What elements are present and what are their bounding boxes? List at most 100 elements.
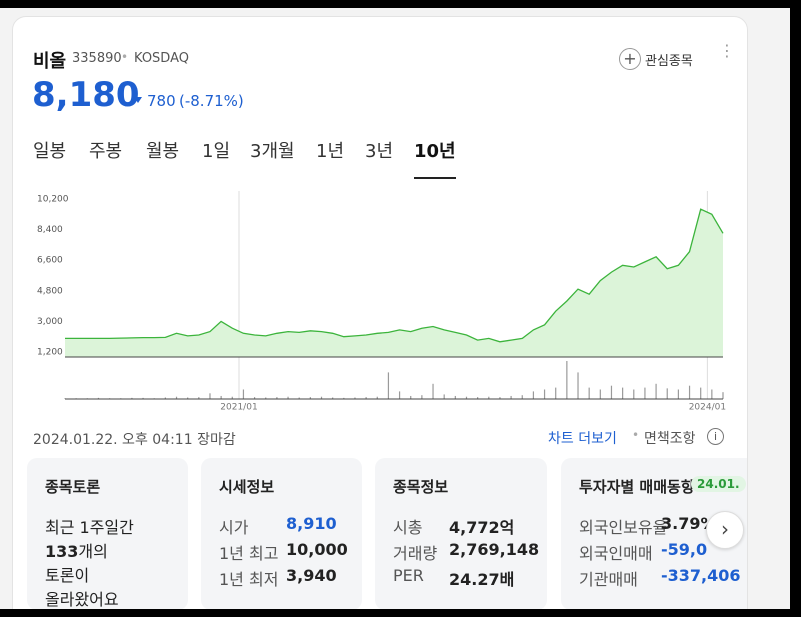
info-icon[interactable]: i [707,428,724,445]
volume-bar [343,397,345,399]
x-tick-label: 2024/01 [689,403,726,413]
volume-bar [677,389,679,399]
y-tick-label: 6,600 [37,256,63,266]
volume-bar [287,396,289,399]
page: 비올 335890 • KOSDAQ + 관심종목 ⋮ 8,180 780 (-… [0,8,790,609]
volume-bar [376,396,378,399]
row-value: -59,0 [661,540,708,559]
volume-bar [443,394,445,399]
volume-bar [387,372,390,399]
chart-more-link[interactable]: 차트 더보기 [548,431,617,447]
y-tick-label: 4,800 [37,286,63,296]
row-value: 10,000 [286,540,348,559]
volume-bar [722,392,724,399]
card-text: 올라왔어요 [45,590,119,609]
row-value: 2,769,148 [449,540,540,559]
more-menu[interactable]: ⋮ [719,41,735,60]
info-card[interactable]: 종목정보 시총 4,772억 거래량 2,769,148 PER 24.27배 [375,458,547,609]
volume-bar [187,397,189,399]
y-tick-label: 1,200 [37,348,63,358]
volume-bar [477,397,479,399]
card-text: 토론이 [45,566,90,585]
volume-bar [555,387,557,399]
disclaimer-link[interactable]: 면책조항 [644,431,696,447]
card-text: 최근 1주일간 [45,518,134,537]
watch-icon[interactable]: + [619,48,641,70]
down-arrow [134,97,142,103]
volume-bar [131,397,133,399]
row-label: PER [393,566,424,585]
period-tab[interactable]: 10년 [414,137,456,179]
volume-bar [454,395,456,399]
quote-card[interactable]: 시세정보 시가 8,910 1년 최고 10,000 1년 최저 3,940 [201,458,362,609]
volume-bar [175,396,178,399]
row-label: 1년 최고 [219,544,279,563]
row-label: 1년 최저 [219,570,279,589]
volume-bar [421,395,423,399]
x-tick-label: 2021/01 [220,403,257,413]
volume-bar [610,385,613,399]
volume-bar [265,397,267,399]
watch-button[interactable]: 관심종목 [645,54,693,69]
y-tick-label: 8,400 [37,225,63,235]
period-tab[interactable]: 3년 [365,141,394,162]
volume-bar [309,397,311,399]
period-tab[interactable]: 1일 [202,141,231,162]
volume-bar [655,383,657,399]
price-change-rate: (-8.71%) [179,92,244,110]
volume-bar [365,397,367,399]
date-badge: 24.01. [691,476,746,492]
volume-bar [622,387,624,399]
y-tick-label: 10,200 [37,195,69,205]
discussion-card[interactable]: 종목토론 최근 1주일간 133개의 토론이 올라왔어요 [27,458,188,609]
volume-bar [332,397,334,399]
period-tab[interactable]: 1년 [316,141,345,162]
period-tab[interactable]: 일봉 [33,141,67,162]
row-value: -337,406 [661,566,741,585]
next-button[interactable]: › [706,511,744,549]
volume-bar [588,387,590,399]
volume-bar [97,397,100,399]
period-tab[interactable]: 3개월 [250,141,295,162]
volume-bar [700,387,702,399]
card-title: 시세정보 [219,478,275,496]
row-value: 3,940 [286,566,337,585]
row-label: 거래량 [393,544,438,563]
card-title: 투자자별 매매동향 [579,478,695,496]
row-label: 외국인매매 [579,544,653,563]
period-tab[interactable]: 주봉 [89,141,123,162]
investor-card[interactable]: 투자자별 매매동향 24.01. 외국인보유율 3.79% 외국인매매 -59,0 기관… [561,458,747,609]
row-label: 기관매매 [579,570,638,589]
stock-code: 335890 [72,51,122,66]
separator: • [632,428,640,442]
stock-widget: 비올 335890 • KOSDAQ + 관심종목 ⋮ 8,180 780 (-… [12,16,748,609]
volume-bar [164,397,166,399]
timestamp: 2024.01.22. 오후 04:11 장마감 [33,432,236,448]
volume-bar [566,361,568,399]
volume-bar [432,383,434,399]
price-line [65,208,724,343]
volume-bar [298,397,300,399]
volume-bar [253,397,256,399]
volume-bar [398,391,401,399]
price-chart: 2021/01 2024/01 1,200 3,000 4,800 6,600 8,400 1… [37,191,726,413]
row-label: 외국인보유율 [579,518,668,537]
volume-bar [242,389,245,399]
volume-bar [510,395,512,399]
row-value: 4,772억 [449,518,515,537]
price-change: 780 [147,92,176,110]
volume-bar [142,397,144,399]
volume-bar [532,391,535,399]
volume-bar [231,396,233,399]
volume-bar [410,395,412,399]
price-area [65,209,723,357]
volume-bar [276,397,278,399]
volume-bar [711,389,713,399]
row-label: 시총 [393,518,423,537]
volume-bar [198,397,200,399]
volume-bar [220,395,222,399]
volume-bar [209,393,211,399]
volume-bar [465,396,468,399]
period-tab[interactable]: 월봉 [146,141,180,162]
